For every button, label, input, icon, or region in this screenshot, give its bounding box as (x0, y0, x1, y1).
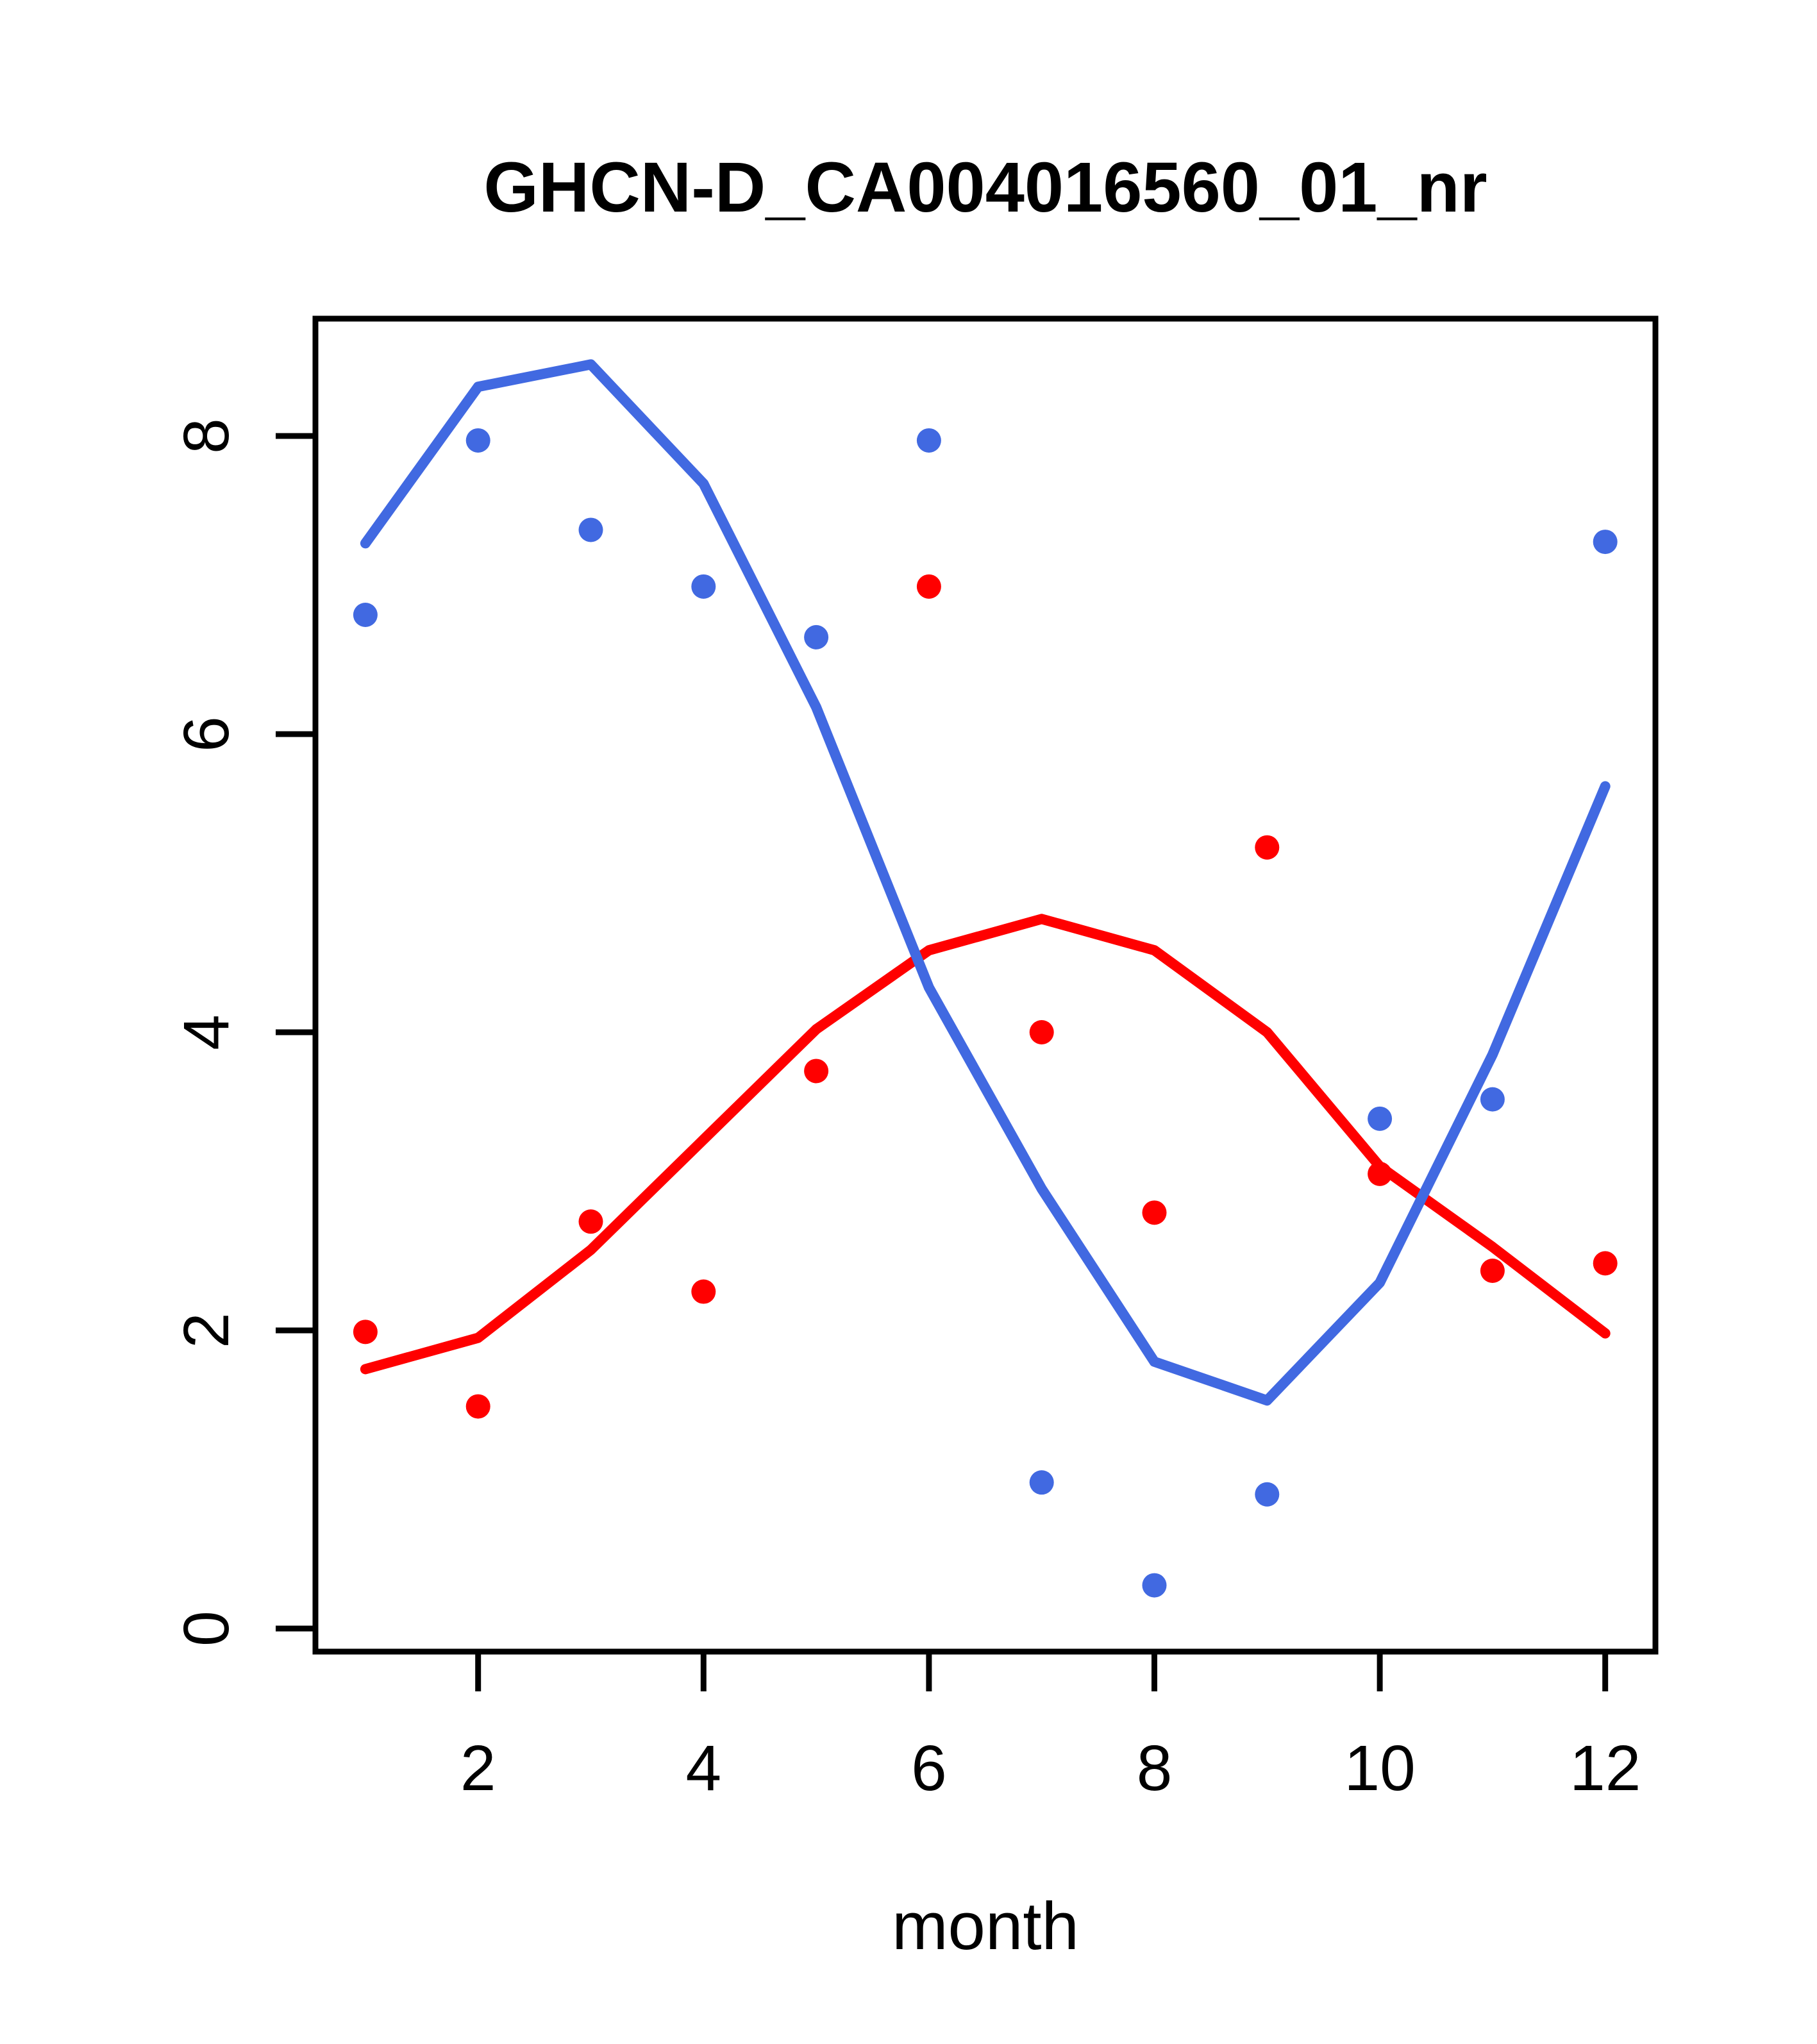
blue-point-m8 (1142, 1573, 1167, 1598)
y-tick-label: 8 (171, 418, 242, 454)
red-point-m3 (578, 1209, 603, 1234)
blue-point-m5 (804, 624, 829, 649)
blue-point-m3 (578, 517, 603, 542)
chart-title: GHCN-D_CA004016560_01_nr (483, 148, 1487, 227)
x-axis-label: month (892, 1889, 1079, 1964)
blue-point-m12 (1593, 530, 1618, 555)
points-group (353, 428, 1618, 1598)
x-tick-label: 2 (460, 1732, 496, 1804)
blue-point-m10 (1368, 1106, 1393, 1131)
red-point-m12 (1593, 1251, 1618, 1276)
x-tick-label: 12 (1570, 1732, 1641, 1804)
x-tick-label: 8 (1137, 1732, 1173, 1804)
y-tick-label: 2 (171, 1312, 242, 1348)
red-point-m6 (916, 574, 941, 599)
red-point-m11 (1480, 1259, 1505, 1283)
x-tick-label: 10 (1344, 1732, 1415, 1804)
blue-point-m9 (1255, 1482, 1280, 1507)
plot-box (312, 315, 1659, 1655)
red-point-m5 (804, 1059, 829, 1084)
axes-group: 2 4 6 8 10 12 0 2 4 6 8 (171, 315, 1659, 1804)
blue-point-m11 (1480, 1087, 1505, 1112)
blue-point-m6 (916, 428, 941, 453)
x-tick-label: 6 (911, 1732, 947, 1804)
red-point-m4 (691, 1279, 716, 1304)
red-smooth-line (360, 914, 1611, 1375)
red-point-m1 (353, 1319, 378, 1345)
smooth-lines-group (360, 359, 1611, 1406)
red-point-m10 (1368, 1161, 1393, 1186)
y-tick-label: 4 (171, 1014, 242, 1050)
y-tick-label: 0 (171, 1611, 242, 1646)
blue-point-m7 (1029, 1470, 1054, 1495)
red-point-m8 (1142, 1200, 1167, 1225)
red-point-m2 (465, 1394, 490, 1419)
blue-smooth-line (360, 359, 1611, 1406)
blue-point-m1 (353, 603, 378, 627)
y-tick-label: 6 (171, 716, 242, 752)
blue-point-m2 (465, 428, 490, 453)
x-tick-label: 4 (685, 1732, 721, 1804)
blue-point-m4 (691, 574, 716, 599)
red-point-m9 (1255, 835, 1280, 860)
red-point-m7 (1029, 1020, 1054, 1044)
